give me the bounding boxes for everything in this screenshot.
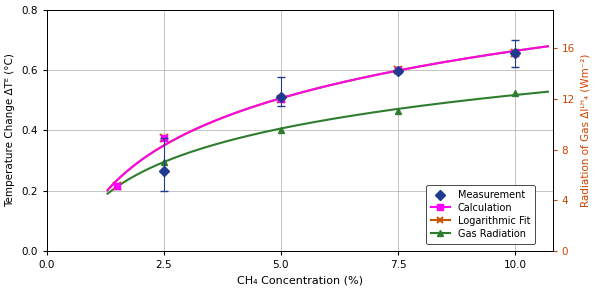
Y-axis label: Temperature Change ΔTᴱ (°C): Temperature Change ΔTᴱ (°C) <box>5 53 15 207</box>
X-axis label: CH₄ Concentration (%): CH₄ Concentration (%) <box>237 276 362 285</box>
Y-axis label: Radiation of Gas ΔIᴸᴴ₄ (Wm⁻²): Radiation of Gas ΔIᴸᴴ₄ (Wm⁻²) <box>581 54 591 207</box>
Legend: Measurement, Calculation, Logarithmic Fit, Gas Radiation: Measurement, Calculation, Logarithmic Fi… <box>426 185 535 244</box>
